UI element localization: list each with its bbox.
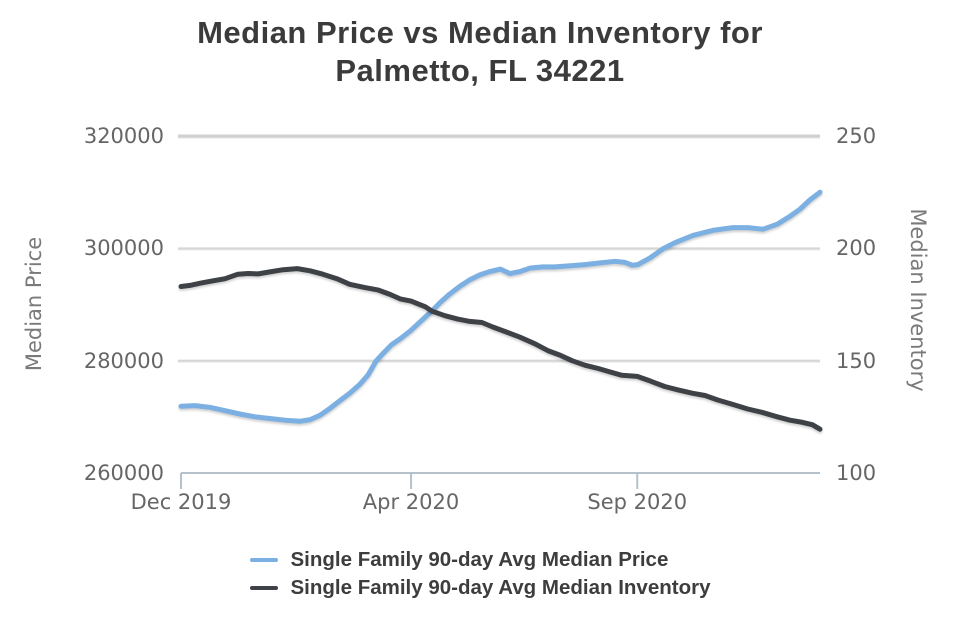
- right-axis-tick-label: 100: [836, 461, 877, 485]
- left-axis-tick-label: 280000: [83, 348, 164, 373]
- legend: Single Family 90-day Avg Median Price Sin…: [0, 546, 960, 601]
- left-axis-tick-label: 260000: [83, 461, 164, 485]
- right-axis-tick-label: 150: [836, 348, 877, 373]
- legend-swatch-icon: [249, 585, 278, 590]
- legend-swatch-icon: [249, 557, 278, 562]
- legend-items: Single Family 90-day Avg Median Price Sin…: [249, 546, 711, 601]
- x-axis-tick-label: Dec 2019: [130, 490, 232, 514]
- x-axis-tick-label: Apr 2020: [362, 490, 460, 514]
- chart-title: Median Price vs Median Inventory for Pal…: [197, 15, 763, 88]
- legend-label: Single Family 90-day Avg Median Price: [290, 547, 669, 571]
- right-axis-tick-label: 200: [836, 236, 877, 261]
- price-line: [178, 189, 823, 424]
- legend-item-price[interactable]: Single Family 90-day Avg Median Price: [249, 546, 711, 573]
- right-axis-tick-label: 250: [836, 124, 877, 148]
- legend-label: Single Family 90-day Avg Median Inventor…: [290, 575, 711, 599]
- legend-item-inventory[interactable]: Single Family 90-day Avg Median Inventor…: [249, 574, 711, 601]
- inventory-line: [178, 266, 823, 432]
- left-axis-tick-label: 320000: [83, 124, 164, 148]
- left-axis-tick-label: 300000: [83, 236, 164, 261]
- x-axis-tick-label: Sep 2020: [587, 490, 688, 514]
